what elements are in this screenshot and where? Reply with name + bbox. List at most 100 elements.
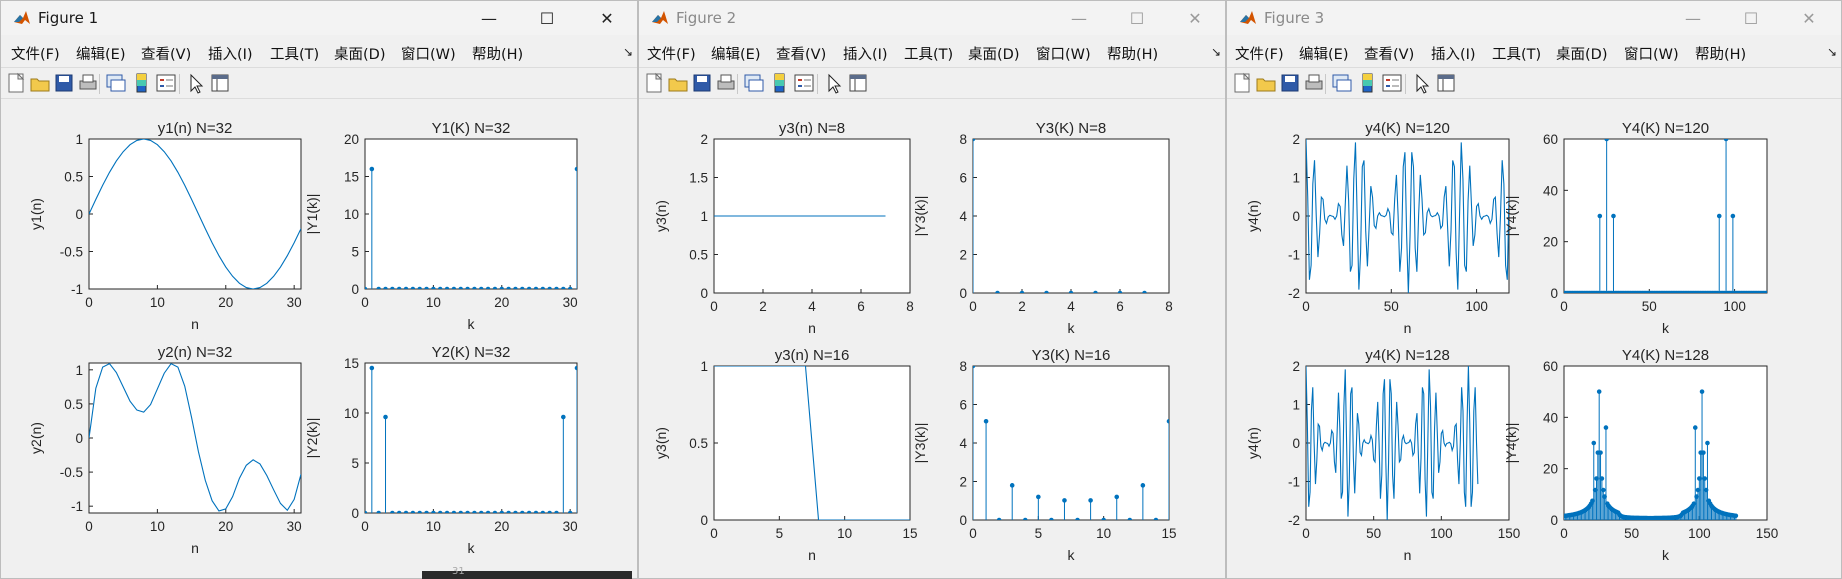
link-plot-icon[interactable] [1331,72,1353,94]
menu-view[interactable]: 查看(V) [1364,47,1415,63]
maximize-button[interactable]: ☐ [1743,8,1759,28]
toolbar-separator [737,74,738,94]
axes-2[interactable]: Y3(K) N=8 0 2 4 6 8 0 2 4 6 8 k |Y3(k)| [912,120,1173,336]
stem-marker [1603,425,1609,430]
title-bar[interactable]: Figure 3 — ☐ ✕ [1227,1,1841,35]
axes-2[interactable]: Y1(K) N=32 0 10 20 30 0 5 10 15 20 k |Y1(k)| [304,120,579,332]
menu-desktop[interactable]: 桌面(D) [334,47,386,63]
stem-marker [472,286,477,289]
colorbar-icon[interactable] [1357,72,1379,94]
menu-edit[interactable]: 编辑(E) [1299,47,1349,63]
close-button[interactable]: ✕ [1802,8,1816,28]
axes-3[interactable]: y3(n) N=16 0 5 10 15 0 0.5 1 n y3(n) [653,347,918,563]
print-icon[interactable] [77,72,99,94]
menu-window[interactable]: 窗口(W) [401,47,456,63]
y-tick-label: 1 [75,132,83,147]
close-button[interactable]: ✕ [1188,8,1202,28]
axes-3[interactable]: y4(K) N=128 0 50 100 150 -2 -1 0 1 2 n y4(n) [1245,347,1520,563]
link-plot-icon[interactable] [105,72,127,94]
open-file-icon[interactable] [667,72,689,94]
menu-help[interactable]: 帮助(H) [472,47,524,63]
menu-file[interactable]: 文件(F) [11,47,60,63]
menu-insert[interactable]: 插入(I) [1431,47,1476,63]
new-figure-icon[interactable] [1231,72,1253,94]
title-bar[interactable]: Figure 2 — ☐ ✕ [639,1,1225,35]
menu-desktop[interactable]: 桌面(D) [968,47,1020,63]
y-tick-label: 0 [700,286,708,301]
property-inspector-icon[interactable] [847,72,869,94]
minimize-button[interactable]: — [1685,8,1701,28]
stem-marker [996,517,1002,520]
y-tick-label: 0 [75,207,83,222]
colorbar-icon[interactable] [769,72,791,94]
title-bar[interactable]: Figure 1 — ☐ ✕ [1,1,637,35]
figure-canvas: y4(K) N=120 0 50 100 -2 -1 0 1 2 n y4(n) Y4(K) N=12… [1227,99,1841,578]
matlab-logo-icon [1240,11,1256,24]
axes-4[interactable]: Y3(K) N=16 0 5 10 15 0 2 4 6 8 k |Y3(k)| [912,347,1177,563]
menu-window[interactable]: 窗口(W) [1036,47,1091,63]
legend-icon[interactable] [1381,72,1403,94]
menu-tools[interactable]: 工具(T) [270,47,320,63]
menu-insert[interactable]: 插入(I) [208,47,253,63]
stem-marker [1101,517,1106,520]
open-file-icon[interactable] [29,72,51,94]
x-tick-label: 20 [218,295,233,310]
x-tick-label: 15 [902,526,917,541]
axes-4[interactable]: Y2(K) N=32 0 10 20 30 0 5 10 15 k |Y2(k)| [304,344,579,556]
menu-insert[interactable]: 插入(I) [843,47,888,63]
dock-arrow-icon[interactable]: ↘ [1211,45,1222,59]
menu-view[interactable]: 查看(V) [141,47,192,63]
y-tick-label: 1 [1292,398,1300,413]
background-taskbar-fragment: 31 [422,566,632,579]
print-icon[interactable] [715,72,737,94]
axes-1[interactable]: y4(K) N=120 0 50 100 -2 -1 0 1 2 n y4(n) [1245,120,1510,336]
y-tick-label: 0 [959,286,967,301]
new-figure-icon[interactable] [5,72,27,94]
property-inspector-icon[interactable] [209,72,231,94]
open-file-icon[interactable] [1255,72,1277,94]
print-icon[interactable] [1303,72,1325,94]
stem-marker [1598,450,1603,455]
menu-tools[interactable]: 工具(T) [904,47,954,63]
stem-marker [499,286,505,289]
minimize-button[interactable]: — [481,8,497,28]
save-icon[interactable] [53,72,75,94]
legend-icon[interactable] [793,72,815,94]
minimize-button[interactable]: — [1071,8,1087,28]
menu-edit[interactable]: 编辑(E) [711,47,761,63]
maximize-button[interactable]: ☐ [1129,8,1145,28]
menu-view[interactable]: 查看(V) [776,47,827,63]
edit-plot-icon[interactable] [823,72,845,94]
axes-3[interactable]: y2(n) N=32 0 10 20 30 -1 -0.5 0 0.5 1 n y2(n) [28,344,302,556]
menu-file[interactable]: 文件(F) [1235,47,1284,63]
colorbar-icon[interactable] [131,72,153,94]
x-tick-label: 0 [969,299,977,314]
stem-marker [417,510,423,513]
link-plot-icon[interactable] [743,72,765,94]
stem-marker [390,286,395,289]
new-figure-icon[interactable] [643,72,665,94]
menu-help[interactable]: 帮助(H) [1695,47,1747,63]
axes-1[interactable]: y3(n) N=8 0 2 4 6 8 0 0.5 1 1.5 2 n y3(n) [653,120,914,336]
stem-marker [403,510,409,513]
maximize-button[interactable]: ☐ [539,8,555,28]
close-button[interactable]: ✕ [600,8,614,28]
save-icon[interactable] [691,72,713,94]
edit-plot-icon[interactable] [185,72,207,94]
edit-plot-icon[interactable] [1411,72,1433,94]
dock-arrow-icon[interactable]: ↘ [623,45,634,59]
dock-arrow-icon[interactable]: ↘ [1827,45,1838,59]
menu-desktop[interactable]: 桌面(D) [1556,47,1608,63]
menu-tools[interactable]: 工具(T) [1492,47,1542,63]
menu-file[interactable]: 文件(F) [647,47,696,63]
legend-icon[interactable] [155,72,177,94]
axes-2[interactable]: Y4(K) N=120 0 50 100 0 20 40 60 k |Y4(k)| [1503,120,1769,336]
menu-edit[interactable]: 编辑(E) [76,47,126,63]
save-icon[interactable] [1279,72,1301,94]
property-inspector-icon[interactable] [1435,72,1457,94]
axes-4[interactable]: Y4(K) N=128 0 50 100 150 0 20 40 60 k |Y4(k)| [1503,347,1778,563]
axes-1[interactable]: y1(n) N=32 0 10 20 30 -1 -0.5 0 0.5 1 n y1(n) [28,120,302,332]
menu-window[interactable]: 窗口(W) [1624,47,1679,63]
background-text: 31 [452,566,465,577]
menu-help[interactable]: 帮助(H) [1107,47,1159,63]
